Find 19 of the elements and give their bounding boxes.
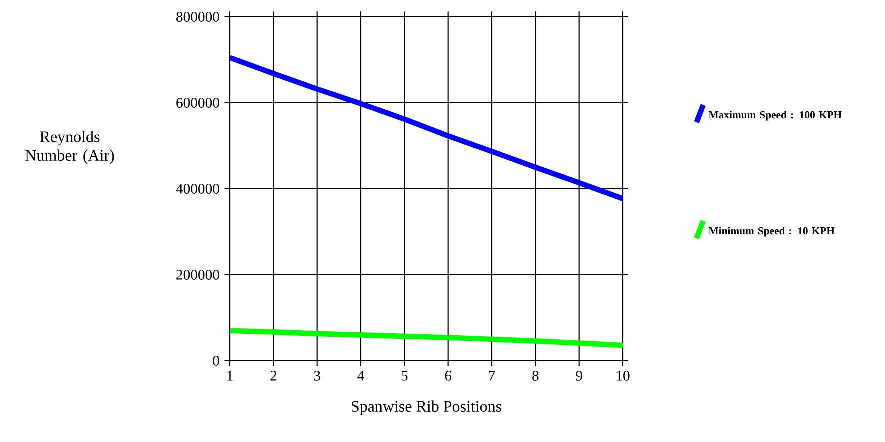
y-tick-label: 0 bbox=[213, 356, 220, 366]
x-tick-label: 4 bbox=[358, 371, 364, 381]
x-tick-label: 9 bbox=[576, 371, 582, 381]
x-tick-label: 10 bbox=[616, 371, 630, 381]
y-axis-title: Reynolds Number (Air) bbox=[26, 131, 114, 164]
x-axis-title: Spanwise Rib Positions bbox=[352, 400, 502, 416]
y-tick-label: 600000 bbox=[176, 98, 220, 108]
x-tick-label: 6 bbox=[445, 371, 452, 381]
x-tick-label: 7 bbox=[489, 371, 496, 381]
x-tick-label: 1 bbox=[228, 371, 233, 381]
x-tick-label: 5 bbox=[402, 371, 408, 381]
y-tick-label: 400000 bbox=[176, 184, 220, 194]
x-tick-label: 3 bbox=[314, 371, 320, 381]
x-tick-label: 2 bbox=[270, 371, 277, 381]
x-tick-label: 8 bbox=[532, 371, 539, 381]
y-tick-label: 800000 bbox=[176, 12, 220, 22]
legend-label: Minimum Speed : 10 KPH bbox=[708, 227, 835, 237]
y-tick-label: 200000 bbox=[176, 270, 220, 280]
legend-label: Maximum Speed : 100 KPH bbox=[708, 111, 842, 121]
